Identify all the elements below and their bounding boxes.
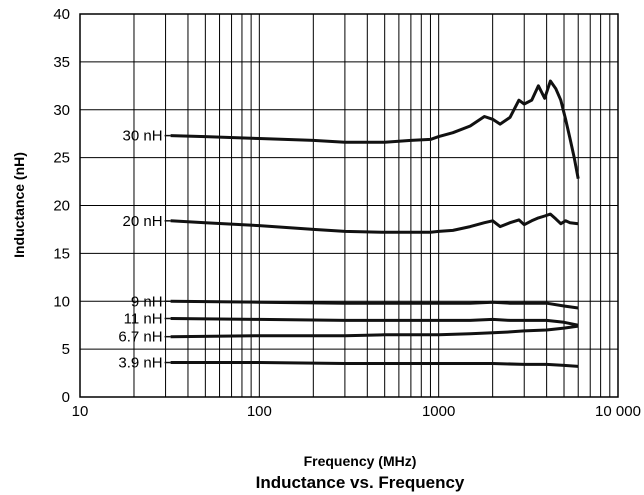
y-tick-label: 40 [53,6,70,23]
series-label: 9 nH [131,293,163,310]
series-line-20-nh [170,212,579,234]
y-tick-label: 10 [53,293,70,310]
y-tick-labels: 0 5 10 15 20 25 30 35 40 [53,6,70,406]
y-tick-label: 20 [53,198,70,215]
series-label: 3.9 nH [118,355,162,372]
y-axis-label: Inductance (nH) [11,152,27,258]
y-tick-label: 35 [53,54,70,71]
series-line-11-nh [170,317,579,327]
series-line-30-nh [170,79,580,179]
x-tick-label: 10 [72,403,89,420]
chart-title: Inductance vs. Frequency [256,473,465,492]
x-tick-label: 100 [247,403,272,420]
x-axis-label: Frequency (MHz) [304,453,417,469]
series-line-3-9-nh [170,361,579,368]
series-line-6-7-nh [170,324,579,339]
series-label: 6.7 nH [118,329,162,346]
y-tick-label: 5 [62,341,70,358]
series-label: 11 nH [124,310,163,327]
y-tick-label: 25 [53,150,70,167]
plot-frame [79,13,619,398]
series-line-9-nh [170,299,579,310]
series-label: 20 nH [123,213,163,230]
x-tick-label: 10 000 [595,403,641,420]
y-tick-label: 0 [62,389,70,406]
x-tick-label: 1000 [422,403,455,420]
y-tick-label: 30 [53,102,70,119]
y-tick-label: 15 [53,245,70,262]
series-lines [170,79,580,368]
grid [80,14,618,397]
series-label: 30 nH [123,128,163,145]
x-tick-labels: 10 100 1000 10 000 [72,403,641,420]
